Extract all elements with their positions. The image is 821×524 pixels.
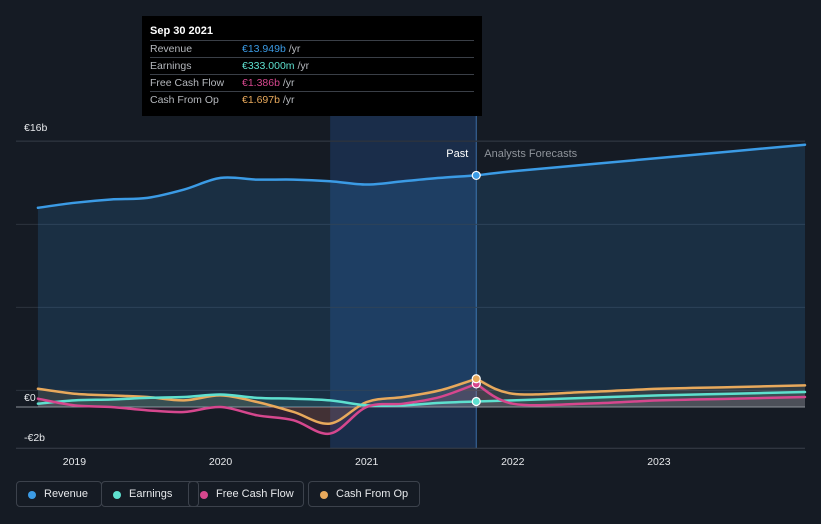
- revenue-line-past: [36, 174, 478, 210]
- cash-from-op-marker: [471, 374, 481, 384]
- tooltip-value: €1.697b: [242, 94, 280, 106]
- x-tick-label: 2019: [63, 456, 87, 468]
- earnings-line-past: [36, 393, 478, 408]
- tooltip-label: Earnings: [150, 60, 192, 72]
- tooltip-value: €13.949b: [242, 43, 286, 55]
- tooltip-row-free-cash-flow: Free Cash Flow €1.386b /yr: [150, 74, 474, 91]
- x-tick-label: 2020: [209, 456, 233, 468]
- tooltip-value: €1.386b: [242, 77, 280, 89]
- cash-from-op-line-past: [36, 377, 478, 425]
- revenue-marker: [471, 170, 481, 181]
- legend-item-free-cash-flow[interactable]: Free Cash Flow: [188, 481, 304, 507]
- x-tick-label: 2022: [501, 456, 525, 468]
- free-cash-flow-line-forecast: [475, 382, 807, 407]
- legend-label: Cash From Op: [336, 488, 409, 500]
- cash-from-op-dot-icon: [320, 491, 328, 499]
- tooltip-unit: /yr: [288, 43, 301, 55]
- tooltip-row-earnings: Earnings €333.000m /yr: [150, 57, 474, 74]
- revenue-dot-icon: [28, 491, 36, 499]
- x-tick-label: 2023: [647, 456, 671, 468]
- legend-label: Free Cash Flow: [216, 488, 294, 500]
- y-tick-label: €0: [24, 392, 36, 404]
- tooltip-unit: /yr: [297, 60, 310, 72]
- forecast-label: Analysts Forecasts: [484, 148, 577, 160]
- free-cash-flow-line-past: [36, 382, 478, 435]
- legend-item-cash-from-op[interactable]: Cash From Op: [308, 481, 420, 507]
- tooltip-unit: /yr: [282, 94, 295, 106]
- tooltip-label: Free Cash Flow: [150, 77, 225, 89]
- tooltip-label: Cash From Op: [150, 94, 219, 106]
- y-tick-label: -€2b: [24, 432, 45, 444]
- free-cash-flow-area: [37, 383, 805, 434]
- tooltip-date: Sep 30 2021: [150, 25, 213, 37]
- cash-from-op-line-forecast: [475, 377, 807, 396]
- x-tick-label: 2021: [355, 456, 379, 468]
- legend-item-revenue[interactable]: Revenue: [16, 481, 102, 507]
- earnings-dot-icon: [113, 491, 121, 499]
- tooltip-row-cash-from-op: Cash From Op €1.697b /yr: [150, 91, 474, 108]
- free-cash-flow-dot-icon: [200, 491, 208, 499]
- tooltip-unit: /yr: [282, 77, 295, 89]
- legend-label: Earnings: [129, 488, 173, 500]
- earnings-line-forecast: [475, 390, 807, 403]
- y-tick-label: €16b: [24, 122, 48, 134]
- earnings-marker: [471, 396, 481, 407]
- tooltip-label: Revenue: [150, 43, 193, 55]
- revenue-line-forecast: [475, 143, 807, 177]
- legend-label: Revenue: [44, 488, 89, 500]
- tooltip-row-revenue: Revenue €13.949b /yr: [150, 40, 474, 57]
- past-label: Past: [446, 148, 468, 160]
- legend-item-earnings[interactable]: Earnings: [101, 481, 199, 507]
- revenue-area: [37, 144, 805, 407]
- tooltip-value: €333.000m: [242, 60, 295, 72]
- chart-tooltip: Sep 30 2021 Revenue €13.949b /yr Earning…: [142, 16, 482, 116]
